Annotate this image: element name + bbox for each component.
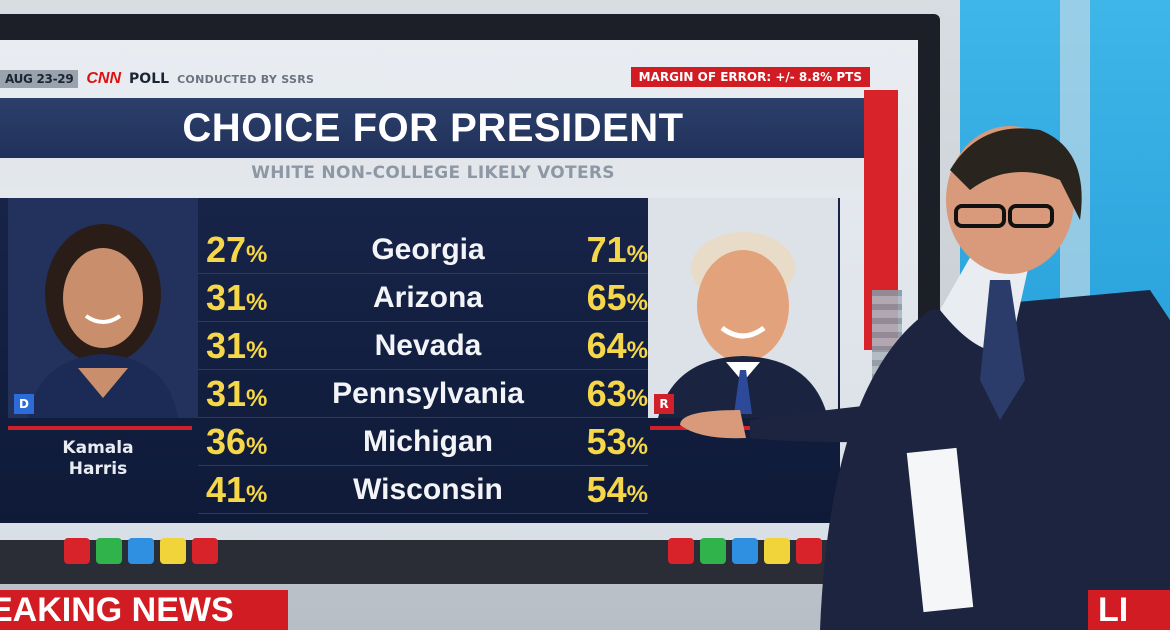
right-percent: 54% — [587, 466, 648, 518]
percent-sign: % — [626, 433, 648, 460]
marker-puck — [700, 538, 726, 564]
left-percent: 31% — [206, 274, 267, 326]
marker-puck — [668, 538, 694, 564]
presenter — [680, 126, 1170, 630]
table-row: 31% Arizona 65% — [198, 274, 648, 322]
party-badge-d: D — [14, 394, 34, 414]
marker-puck — [192, 538, 218, 564]
margin-of-error: MARGIN OF ERROR: +/- 8.8% PTS — [630, 67, 870, 87]
percent-sign: % — [246, 481, 268, 508]
left-percent-value: 31 — [206, 277, 247, 318]
state-name: Pennsylvania — [332, 377, 524, 410]
poll-graphic: AUG 23-29 CNN POLL CONDUCTED BY SSRS MAR… — [0, 40, 918, 540]
state-name: Arizona — [372, 281, 483, 314]
left-percent-value: 36 — [206, 421, 247, 462]
graphic-title: CHOICE FOR PRESIDENT — [182, 106, 684, 150]
right-percent-value: 64 — [586, 325, 627, 366]
results-table: 27% Georgia 71% 31% Arizona 65% 31% Nevada 64% 31… — [198, 226, 648, 514]
percent-sign: % — [626, 385, 648, 412]
candidate-underline-left — [8, 426, 192, 430]
right-percent-value: 54 — [586, 469, 627, 510]
percent-sign: % — [246, 289, 268, 316]
table-row: 27% Georgia 71% — [198, 226, 648, 274]
left-percent: 27% — [206, 226, 267, 278]
marker-puck — [96, 538, 122, 564]
left-percent-value: 31 — [206, 373, 247, 414]
results-panel: D Kamala Harris R 27% Georgia 71% 31% Arizon… — [0, 198, 840, 523]
marker-pucks-right — [668, 538, 822, 564]
percent-sign: % — [626, 241, 648, 268]
cnn-logo: CNN — [86, 70, 122, 87]
right-percent: 64% — [587, 322, 648, 374]
percent-sign: % — [626, 481, 648, 508]
percent-sign: % — [626, 337, 648, 364]
marker-puck — [764, 538, 790, 564]
percent-sign: % — [246, 337, 268, 364]
table-row: 31% Pennsylvania 63% — [198, 370, 648, 418]
graphic-subtitle: WHITE NON-COLLEGE LIKELY VOTERS — [251, 163, 615, 183]
marker-pucks-left — [64, 538, 218, 564]
state-name: Nevada — [374, 329, 482, 362]
poll-label: POLL — [129, 71, 170, 87]
right-percent: 71% — [587, 226, 648, 278]
live-banner: LI — [1088, 590, 1170, 630]
right-percent-value: 63 — [586, 373, 627, 414]
left-percent: 41% — [206, 466, 267, 518]
marker-puck — [732, 538, 758, 564]
candidate-photo-right: R — [648, 198, 838, 418]
right-percent: 53% — [587, 418, 648, 470]
table-row: 36% Michigan 53% — [198, 418, 648, 466]
candidate-portrait-left — [8, 198, 198, 418]
studio-monitor: AUG 23-29 CNN POLL CONDUCTED BY SSRS MAR… — [0, 14, 940, 584]
left-percent: 31% — [206, 322, 267, 374]
title-bar: CHOICE FOR PRESIDENT — [0, 98, 866, 158]
left-percent-value: 31 — [206, 325, 247, 366]
state-name: Michigan — [362, 425, 493, 458]
breaking-news-text: EAKING NEWS — [0, 591, 234, 629]
right-percent: 63% — [587, 370, 648, 422]
table-row: 41% Wisconsin 54% — [198, 466, 648, 514]
poll-header: AUG 23-29 CNN POLL CONDUCTED BY SSRS MAR… — [0, 60, 870, 98]
percent-sign: % — [246, 241, 268, 268]
candidate-name-left: Kamala Harris — [62, 438, 134, 479]
left-percent-value: 27 — [206, 229, 247, 270]
poll-date: AUG 23-29 — [0, 70, 79, 88]
conducted-by: CONDUCTED BY SSRS — [177, 72, 315, 86]
marker-puck — [160, 538, 186, 564]
right-percent-value: 65 — [586, 277, 627, 318]
candidate-photo-left: D — [8, 198, 198, 418]
left-percent: 36% — [206, 418, 267, 470]
candidate-portrait-right — [648, 198, 838, 418]
subtitle-bar: WHITE NON-COLLEGE LIKELY VOTERS — [0, 158, 866, 188]
party-badge-r: R — [654, 394, 674, 414]
table-row: 31% Nevada 64% — [198, 322, 648, 370]
marker-puck — [796, 538, 822, 564]
state-name: Georgia — [371, 233, 485, 266]
right-percent-value: 71 — [586, 229, 627, 270]
percent-sign: % — [626, 289, 648, 316]
breaking-news-banner: EAKING NEWS — [0, 590, 288, 630]
left-percent-value: 41 — [206, 469, 247, 510]
right-percent-value: 53 — [586, 421, 627, 462]
state-name: Wisconsin — [353, 473, 503, 506]
percent-sign: % — [246, 385, 268, 412]
percent-sign: % — [246, 433, 268, 460]
marker-puck — [64, 538, 90, 564]
left-percent: 31% — [206, 370, 267, 422]
right-percent: 65% — [587, 274, 648, 326]
marker-puck — [128, 538, 154, 564]
live-text: LI — [1098, 591, 1129, 629]
